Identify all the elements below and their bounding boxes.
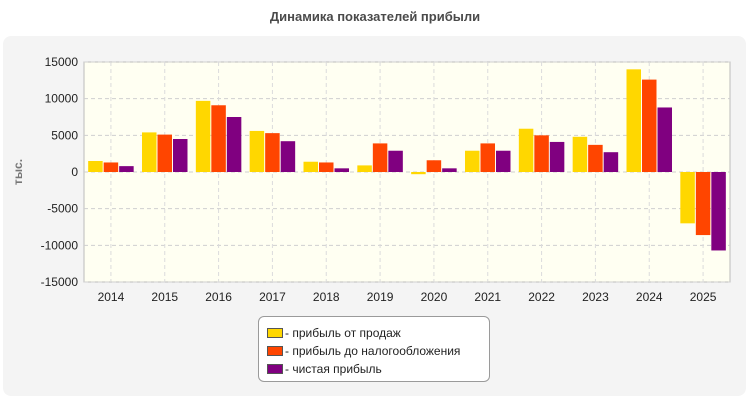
x-tick-label-2019: 2019 [367,290,394,304]
legend-swatch-sales [267,328,283,338]
bar-pretax-2025 [695,172,711,236]
bar-net-2015 [173,139,188,172]
bar-pretax-2023 [588,144,603,172]
x-tick-label-2025: 2025 [690,290,717,304]
bar-sales-2019 [357,165,372,172]
y-tick-label: 5000 [51,128,78,142]
x-tick-label-2020: 2020 [421,290,448,304]
legend-label-net: - чистая прибыль [285,362,382,376]
bar-sales-2022 [518,128,534,172]
legend-item-sales: - прибыль от продаж [267,325,401,341]
y-tick-label: -15000 [41,275,79,289]
legend-item-net: - чистая прибыль [267,361,382,377]
bar-pretax-2024 [642,79,657,172]
bar-net-2019 [388,150,403,172]
bar-sales-2015 [142,132,157,172]
bar-sales-2024 [626,69,641,172]
y-tick-label: 15000 [45,55,79,69]
legend-label-sales: - прибыль от продаж [285,326,401,340]
y-tick-label: 10000 [45,92,79,106]
bar-pretax-2020 [426,160,442,172]
x-tick-label-2021: 2021 [474,290,501,304]
chart-title: Динамика показателей прибыли [269,9,481,24]
bar-sales-2017 [249,130,265,172]
bar-net-2025 [711,172,726,251]
x-tick-label-2016: 2016 [205,290,232,304]
bar-pretax-2022 [534,135,549,172]
bar-sales-2023 [572,136,588,172]
y-tick-label: -10000 [41,238,79,252]
bar-sales-2018 [303,161,318,172]
x-tick-label-2017: 2017 [259,290,286,304]
chart-legend: - прибыль от продаж - прибыль до налогоо… [258,316,490,382]
bar-pretax-2015 [157,134,172,172]
bar-pretax-2018 [319,162,334,172]
bar-net-2018 [334,168,349,172]
legend-swatch-pretax [267,346,283,356]
bar-net-2021 [496,150,511,172]
x-tick-label-2018: 2018 [313,290,340,304]
y-axis-label: тыс. [11,159,25,185]
x-tick-label-2014: 2014 [98,290,125,304]
bar-sales-2016 [195,100,211,172]
bar-pretax-2016 [211,105,226,172]
x-tick-label-2022: 2022 [528,290,555,304]
y-tick-label: -5000 [47,202,78,216]
x-tick-label-2024: 2024 [636,290,663,304]
bar-pretax-2021 [480,143,495,172]
bar-pretax-2017 [265,133,280,172]
bar-sales-2025 [680,172,695,224]
bar-net-2016 [226,117,242,172]
legend-item-pretax: - прибыль до налогообложения [267,343,460,359]
bar-net-2023 [603,152,619,172]
y-tick-label: 0 [71,165,78,179]
bar-net-2017 [280,141,296,172]
x-tick-label-2023: 2023 [582,290,609,304]
bar-sales-2020 [411,172,426,175]
legend-label-pretax: - прибыль до налогообложения [285,344,461,358]
x-tick-label-2015: 2015 [151,290,178,304]
bar-net-2024 [657,107,672,172]
legend-swatch-net [267,364,283,374]
bar-net-2014 [119,166,134,172]
bar-sales-2014 [88,161,103,172]
bar-net-2022 [549,141,565,172]
bar-sales-2021 [465,150,480,172]
bar-pretax-2014 [103,162,119,172]
bar-net-2020 [442,168,457,172]
bar-pretax-2019 [372,143,388,172]
